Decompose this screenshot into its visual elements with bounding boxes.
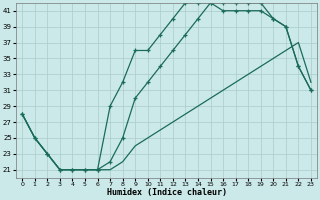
- X-axis label: Humidex (Indice chaleur): Humidex (Indice chaleur): [107, 188, 227, 197]
